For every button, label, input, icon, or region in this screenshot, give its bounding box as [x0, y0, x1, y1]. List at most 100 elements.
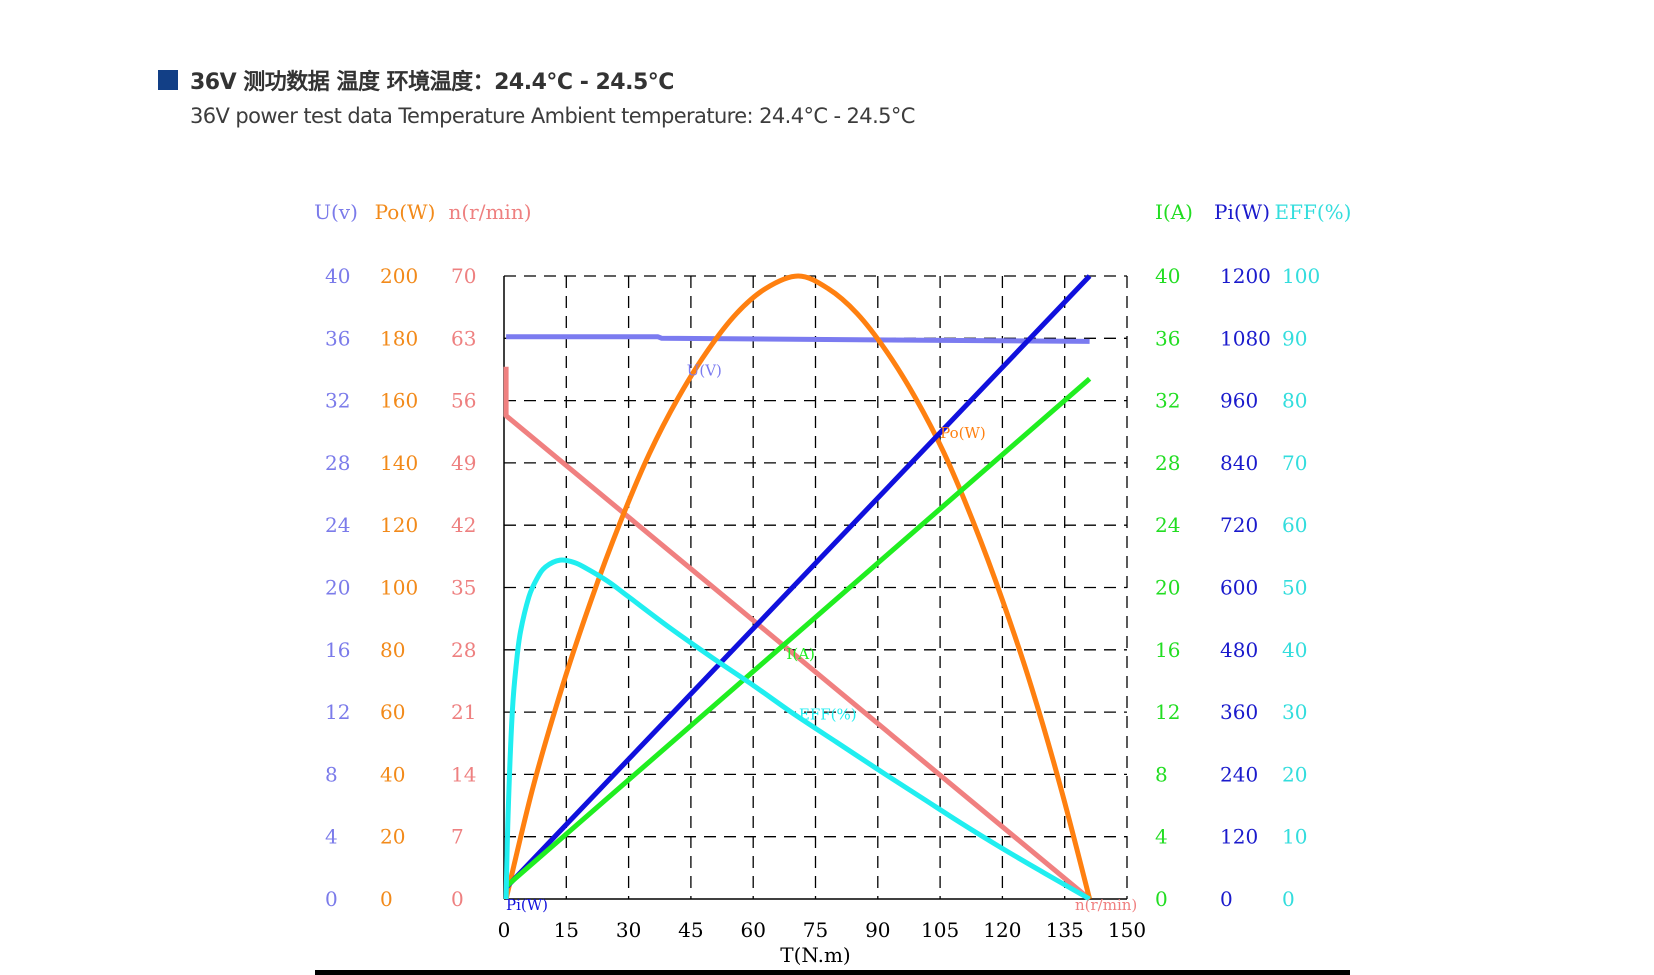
- tick-label: 8: [1155, 762, 1168, 786]
- bottom-divider: [315, 970, 1350, 975]
- series-line-ia: [504, 376, 1092, 889]
- tick-label: 480: [1220, 638, 1258, 662]
- tick-label: 240: [1220, 762, 1258, 786]
- x-tick-label: 90: [865, 918, 890, 942]
- x-tick-label: 135: [1046, 918, 1084, 942]
- tick-label: 24: [1155, 513, 1180, 537]
- axis-title-right: EFF(%): [1275, 200, 1352, 224]
- tick-label: 10: [1282, 825, 1307, 849]
- tick-label: 120: [380, 513, 418, 537]
- axis-title-left: U(v): [314, 200, 358, 224]
- tick-label: 160: [380, 389, 418, 413]
- tick-label: 30: [1282, 700, 1307, 724]
- tick-label: 32: [1155, 389, 1180, 413]
- tick-label: 20: [1282, 762, 1307, 786]
- title-chinese: 36V 测功数据 温度 环境温度：24.4°C - 24.5°C: [190, 70, 674, 95]
- tick-label: 20: [1155, 576, 1180, 600]
- tick-label: 28: [451, 638, 476, 662]
- tick-label: 35: [451, 576, 476, 600]
- tick-label: 0: [380, 887, 393, 911]
- tick-label: 14: [451, 762, 476, 786]
- x-axis: 0 15 30 45 60 75 90 105 120 135 150 T(N.m): [498, 918, 1146, 967]
- series-line-piw: [504, 274, 1092, 890]
- tick-label: 720: [1220, 513, 1258, 537]
- right-axes: I(A) 0 4 8 12 16 20 24 28 32 36 40 Pi(W) 0 120 240 360 48…: [1155, 200, 1351, 911]
- tick-label: 90: [1282, 326, 1307, 350]
- chart-header: 36V 测功数据 温度 环境温度：24.4°C - 24.5°C 36V pow…: [158, 64, 915, 128]
- tick-label: 7: [451, 825, 464, 849]
- tick-label: 40: [380, 762, 405, 786]
- series-line-nrmin: [503, 366, 1092, 901]
- tick-label: 80: [380, 638, 405, 662]
- tick-label: 16: [325, 638, 350, 662]
- tick-label: 0: [451, 887, 464, 911]
- tick-label: 20: [325, 576, 350, 600]
- tick-label: 49: [451, 451, 476, 475]
- tick-label: 0: [1220, 887, 1233, 911]
- x-tick-label: 105: [921, 918, 959, 942]
- x-tick-label: 0: [498, 918, 511, 942]
- tick-label: 840: [1220, 451, 1258, 475]
- x-tick-label: 60: [740, 918, 765, 942]
- tick-label: 12: [325, 700, 350, 724]
- tick-label: 8: [325, 762, 338, 786]
- axis-title-left: Po(W): [375, 200, 436, 224]
- series-labels: n(r/min) U(V) Po(W) Pi(W) I(A) EFF(%): [506, 362, 1137, 914]
- tick-label: 100: [1282, 264, 1320, 288]
- tick-label: 63: [451, 326, 476, 350]
- tick-label: 56: [451, 389, 476, 413]
- series-line-eff: [503, 557, 1091, 902]
- tick-label: 28: [1155, 451, 1180, 475]
- tick-label: 40: [1155, 264, 1180, 288]
- tick-label: 32: [325, 389, 350, 413]
- x-tick-label: 15: [554, 918, 579, 942]
- x-tick-label: 75: [803, 918, 828, 942]
- title-english: 36V power test data Temperature Ambient …: [190, 104, 915, 128]
- tick-label: 4: [325, 825, 338, 849]
- x-tick-label: 120: [983, 918, 1021, 942]
- tick-label: 360: [1220, 700, 1258, 724]
- data-series: [503, 273, 1093, 902]
- tick-label: 0: [325, 887, 338, 911]
- tick-label: 60: [1282, 513, 1307, 537]
- axis-title-right: I(A): [1155, 200, 1193, 224]
- tick-label: 60: [380, 700, 405, 724]
- tick-label: 16: [1155, 638, 1180, 662]
- tick-label: 40: [325, 264, 350, 288]
- tick-label: 70: [451, 264, 476, 288]
- tick-label: 4: [1155, 825, 1168, 849]
- x-axis-title: T(N.m): [780, 943, 851, 967]
- tick-label: 100: [380, 576, 418, 600]
- tick-label: 28: [325, 451, 350, 475]
- tick-label: 120: [1220, 825, 1258, 849]
- x-tick-label: 150: [1108, 918, 1146, 942]
- tick-label: 180: [380, 326, 418, 350]
- tick-label: 70: [1282, 451, 1307, 475]
- tick-label: 0: [1282, 887, 1295, 911]
- series-label: I(A): [786, 645, 814, 663]
- series-label: n(r/min): [1075, 896, 1137, 914]
- tick-label: 200: [380, 264, 418, 288]
- tick-label: 0: [1155, 887, 1168, 911]
- series-label: Po(W): [940, 424, 986, 442]
- tick-label: 1200: [1220, 264, 1271, 288]
- tick-label: 36: [325, 326, 350, 350]
- tick-label: 36: [1155, 326, 1180, 350]
- tick-label: 1080: [1220, 326, 1271, 350]
- x-tick-label: 30: [616, 918, 641, 942]
- tick-label: 20: [380, 825, 405, 849]
- tick-label: 24: [325, 513, 350, 537]
- tick-label: 960: [1220, 389, 1258, 413]
- series-label: Pi(W): [506, 896, 548, 914]
- axis-title-left: n(r/min): [448, 200, 531, 224]
- series-line-pow: [503, 273, 1093, 900]
- x-tick-label: 45: [678, 918, 703, 942]
- series-label: EFF(%): [799, 706, 857, 724]
- tick-label: 42: [451, 513, 476, 537]
- tick-label: 40: [1282, 638, 1307, 662]
- section-marker: [158, 70, 178, 90]
- tick-label: 50: [1282, 576, 1307, 600]
- tick-label: 600: [1220, 576, 1258, 600]
- series-label: U(V): [687, 362, 722, 380]
